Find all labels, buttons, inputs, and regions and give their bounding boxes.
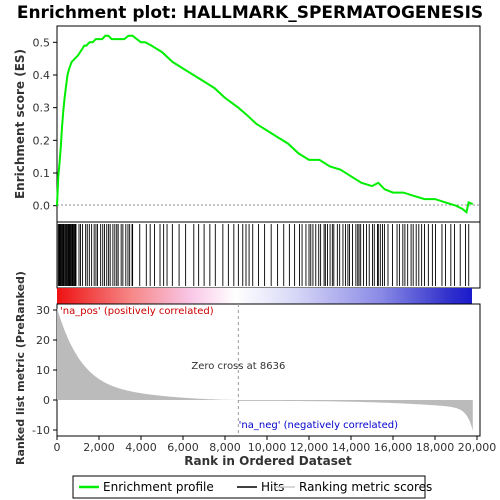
es-y-tick-label: 0.1	[33, 167, 51, 180]
es-y-axis: 0.0 0.1 0.2 0.3 0.4 0.5	[33, 36, 57, 213]
x-tick-label: 10,000	[248, 441, 287, 454]
metric-y-tick-label: 30	[36, 304, 50, 317]
x-tick-label: 0	[54, 441, 61, 454]
hits-panel	[56, 221, 481, 289]
es-y-tick-label: 0.2	[33, 134, 51, 147]
positive-correlation-label: 'na_pos' (positively correlated)	[60, 306, 214, 317]
es-y-tick-label: 0.3	[33, 102, 51, 115]
x-tick-label: 14,000	[332, 441, 371, 454]
enrichment-score-panel: 0.0 0.1 0.2 0.3 0.4 0.5	[33, 25, 481, 223]
legend-es-label: Enrichment profile	[103, 480, 214, 494]
x-tick-label: 2,000	[83, 441, 115, 454]
rank-heatmap-bar	[57, 288, 472, 304]
x-tick-label: 6,000	[167, 441, 199, 454]
legend: Enrichment profile Hits Ranking metric s…	[72, 475, 432, 499]
metric-y-axis: -10 0 10 20 30	[32, 304, 57, 437]
metric-y-tick-label: -10	[32, 424, 50, 437]
metric-y-tick-label: 10	[36, 364, 50, 377]
y-axis-title-es: Enrichment score (ES)	[13, 49, 27, 199]
metric-area	[57, 307, 473, 431]
heatmap-gradient	[57, 288, 472, 304]
y-axis-title-metric: Ranked list metric (PreRanked)	[14, 271, 27, 465]
legend-metric-label: Ranking metric scores	[299, 480, 432, 494]
x-axis-title: Rank in Ordered Dataset	[184, 454, 352, 468]
es-panel-frame	[56, 25, 481, 223]
chart-title: Enrichment plot: HALLMARK_SPERMATOGENESI…	[17, 3, 483, 23]
x-axis: 0 2,000 4,000 6,000 8,000 10,000 12,000 14,000 1…	[54, 436, 497, 454]
hit-marks	[57, 224, 470, 286]
metric-y-tick-label: 0	[43, 394, 50, 407]
es-y-tick-label: 0.4	[33, 69, 51, 82]
x-tick-label: 16,000	[374, 441, 413, 454]
ranked-metric-panel: -10 0 10 20 30 Zero cross at 8636 'na_pos' (…	[32, 303, 481, 437]
x-tick-label: 12,000	[290, 441, 329, 454]
x-tick-label: 4,000	[125, 441, 157, 454]
zero-cross-label: Zero cross at 8636	[191, 361, 285, 372]
es-y-tick-label: 0.5	[33, 36, 51, 49]
es-line	[56, 34, 474, 214]
legend-hits-label: Hits	[261, 480, 284, 494]
es-y-tick-label: 0.0	[33, 200, 51, 213]
metric-y-tick-label: 20	[36, 334, 50, 347]
x-tick-label: 8,000	[209, 441, 241, 454]
negative-correlation-label: 'na_neg' (negatively correlated)	[239, 420, 398, 431]
x-tick-label: 18,000	[416, 441, 455, 454]
x-tick-label: 20,000	[458, 441, 497, 454]
